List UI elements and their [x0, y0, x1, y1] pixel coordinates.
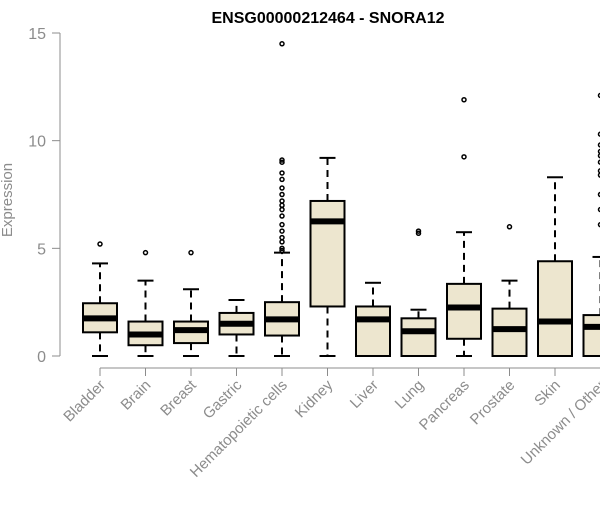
outlier-point — [280, 186, 284, 190]
outlier-point — [280, 223, 284, 227]
box-group — [220, 300, 254, 356]
box — [584, 315, 600, 356]
box-group — [265, 42, 299, 356]
box-group — [493, 225, 527, 356]
outlier-point — [280, 177, 284, 181]
outlier-point — [280, 236, 284, 240]
box-group — [311, 158, 345, 356]
boxes-layer — [83, 42, 600, 356]
box-group — [447, 98, 481, 356]
box-group — [538, 177, 572, 356]
outlier-point — [280, 171, 284, 175]
box — [356, 306, 390, 356]
box-group — [129, 251, 163, 356]
box — [493, 309, 527, 356]
outlier-point — [280, 229, 284, 233]
y-tick-label: 10 — [28, 134, 46, 151]
outlier-point — [508, 225, 512, 229]
box — [402, 318, 436, 356]
y-tick-label: 5 — [37, 241, 46, 258]
outlier-point — [280, 240, 284, 244]
box-group — [584, 93, 600, 356]
box-group — [402, 229, 436, 356]
x-tick-label: Bladder — [60, 377, 109, 426]
y-axis: 0 5 10 15 — [28, 26, 60, 366]
outlier-point — [280, 42, 284, 46]
box — [538, 261, 572, 356]
outlier-point — [280, 203, 284, 207]
outlier-point — [189, 251, 193, 255]
y-tick-label: 0 — [37, 349, 46, 366]
x-tick-label: Liver — [347, 377, 382, 412]
outlier-point — [462, 155, 466, 159]
outlier-point — [280, 214, 284, 218]
x-tick-label: Prostate — [467, 377, 519, 429]
x-tick-label: Breast — [157, 376, 200, 419]
box-group — [83, 242, 117, 356]
x-tick-label: Kidney — [292, 376, 337, 421]
outlier-point — [98, 242, 102, 246]
box-group — [174, 251, 208, 356]
outlier-point — [144, 251, 148, 255]
x-tick-label: Lung — [392, 377, 428, 413]
outlier-point — [280, 199, 284, 203]
box-group — [356, 283, 390, 356]
outlier-point — [280, 193, 284, 197]
y-axis-label: Expression — [0, 163, 16, 237]
outlier-point — [280, 208, 284, 212]
box — [447, 284, 481, 339]
x-tick-label: Pancreas — [416, 377, 473, 434]
y-tick-label: 15 — [28, 26, 46, 43]
x-tick-label: Brain — [118, 377, 155, 414]
x-tick-label: Skin — [531, 377, 564, 410]
box — [311, 201, 345, 307]
chart-title: ENSG00000212464 - SNORA12 — [211, 10, 444, 27]
outlier-point — [462, 98, 466, 102]
